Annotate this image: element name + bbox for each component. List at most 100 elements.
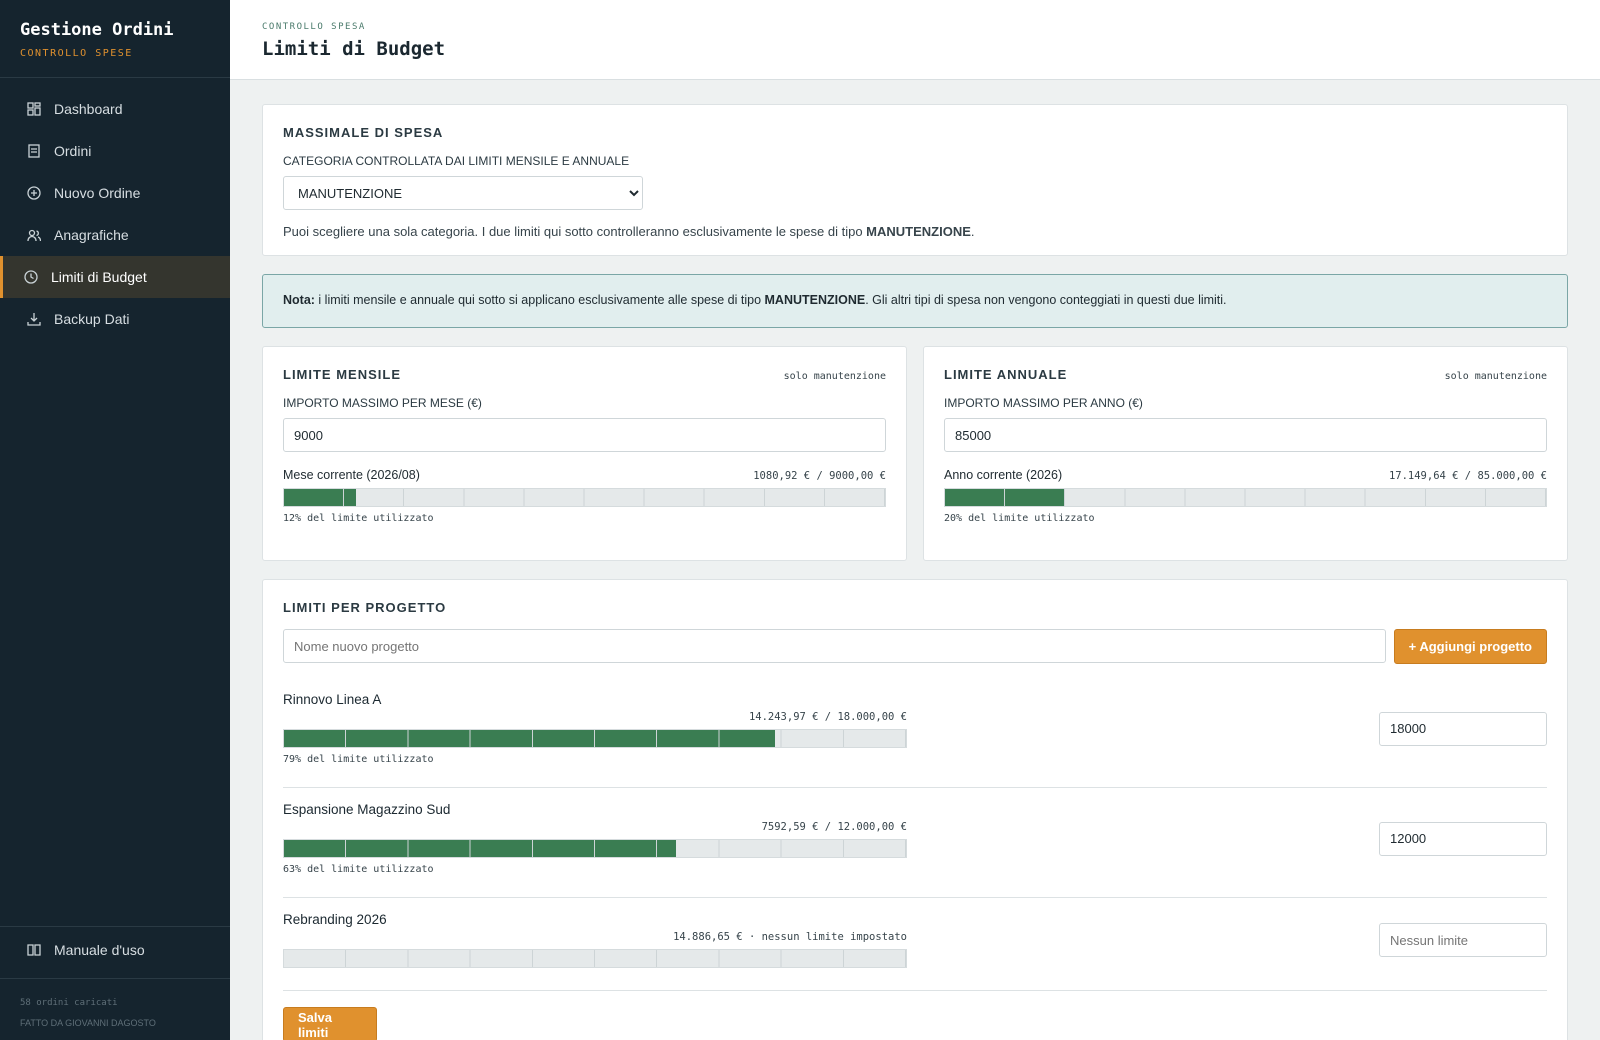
project-info: Rebranding 2026 14.886,65 € · nessun limi…	[283, 912, 907, 968]
card-title: LIMITE MENSILE	[283, 367, 401, 382]
header: CONTROLLO SPESA Limiti di Budget	[230, 0, 1600, 80]
nav-label: Limiti di Budget	[51, 269, 147, 285]
bar-segments	[284, 730, 906, 747]
credits: FATTO DA GIOVANNI DAGOSTO	[20, 1018, 156, 1028]
brand: Gestione Ordini CONTROLLO SPESE	[0, 0, 230, 78]
progress-bar	[944, 488, 1547, 507]
text: . Gli altri tipi di spesa non vengono co…	[865, 293, 1227, 307]
manual-label: Manuale d'uso	[54, 942, 145, 958]
app-subtitle: CONTROLLO SPESE	[20, 48, 133, 59]
tag: solo manutenzione	[783, 371, 886, 382]
period: Anno corrente (2026)	[944, 468, 1063, 482]
manual-section: Manuale d'uso	[0, 926, 230, 978]
limit-input[interactable]	[944, 418, 1547, 452]
nav-icon	[28, 144, 40, 158]
sidebar-footer: 58 ordini caricati FATTO DA GIOVANNI DAG…	[0, 978, 230, 1040]
text: i limiti mensile e annuale qui sotto si …	[314, 293, 765, 307]
project-limit-input[interactable]	[1379, 923, 1547, 957]
progress-bar	[283, 729, 907, 748]
add-project: + Aggiungi progetto	[283, 629, 1547, 664]
nav-item[interactable]: Dashboard	[0, 88, 230, 130]
text: Nota:	[283, 293, 315, 307]
amount: 14.886,65 € · nessun limite impostato	[673, 931, 907, 943]
amount: 17.149,64 € / 85.000,00 €	[1388, 470, 1547, 482]
amount: 14.243,97 € / 18.000,00 €	[748, 711, 907, 723]
note: Nota: i limiti mensile e annuale qui sot…	[262, 274, 1568, 328]
usage-label: 20% del limite utilizzato	[944, 513, 1095, 524]
progress-bar	[283, 488, 886, 507]
app-title: Gestione Ordini	[20, 20, 174, 40]
category-select[interactable]: MANUTENZIONE	[283, 176, 643, 210]
card-head: LIMITE MENSILE solo manutenzione	[283, 367, 886, 382]
period: Mese corrente (2026/08)	[283, 468, 420, 482]
text: .	[970, 224, 975, 239]
nav-icon	[27, 186, 41, 200]
usage-label: 12% del limite utilizzato	[283, 513, 434, 524]
progress-bar	[283, 839, 907, 858]
nav-item[interactable]: Backup Dati	[0, 298, 230, 340]
nav-label: Anagrafiche	[54, 227, 129, 243]
usage-head: Mese corrente (2026/08) 1080,92 € / 9000,…	[283, 468, 886, 482]
nav-item[interactable]: Anagrafiche	[0, 214, 230, 256]
help-text: Puoi scegliere una sola categoria. I due…	[283, 224, 1547, 239]
limits: LIMITE MENSILE solo manutenzione IMPORTO M…	[262, 346, 1568, 579]
nav-item[interactable]: Ordini	[0, 130, 230, 172]
projects-card: LIMITI PER PROGETTO + Aggiungi progetto …	[262, 579, 1568, 1040]
field-label: CATEGORIA CONTROLLATA DAI LIMITI MENSILE…	[283, 154, 630, 168]
project-info: Rinnovo Linea A 14.243,97 € / 18.000,00 €…	[283, 692, 907, 765]
text: MANUTENZIONE	[764, 293, 866, 307]
add-button[interactable]: + Aggiungi progetto	[1393, 629, 1547, 664]
project-row: Rinnovo Linea A 14.243,97 € / 18.000,00 €…	[283, 678, 1547, 788]
field-label: IMPORTO MASSIMO PER MESE (€)	[283, 396, 482, 410]
content: MASSIMALE DI SPESA CATEGORIA CONTROLLATA…	[262, 104, 1568, 1040]
bar-segments	[284, 840, 906, 857]
project-name: Rinnovo Linea A	[283, 692, 382, 707]
tag: solo manutenzione	[1444, 371, 1547, 382]
text: Puoi scegliere una sola categoria. I due…	[283, 224, 867, 239]
category-card: MASSIMALE DI SPESA CATEGORIA CONTROLLATA…	[262, 104, 1568, 256]
bar-segments	[945, 489, 1546, 506]
sidebar: Gestione Ordini CONTROLLO SPESE Dashboar…	[0, 0, 230, 1040]
bar-segments	[284, 950, 906, 967]
nav-icon	[27, 313, 41, 326]
nav-label: Backup Dati	[54, 311, 130, 327]
progress-bar	[283, 949, 907, 968]
project-name: Espansione Magazzino Sud	[283, 802, 451, 817]
nav-item[interactable]: Nuovo Ordine	[0, 172, 230, 214]
manual-link[interactable]: Manuale d'uso	[0, 927, 230, 973]
page-title: Limiti di Budget	[262, 38, 446, 60]
usage-label: 63% del limite utilizzato	[283, 864, 434, 875]
amount: 7592,59 € / 12.000,00 €	[761, 821, 907, 833]
card-title: MASSIMALE DI SPESA	[283, 125, 444, 140]
limit-card: LIMITE ANNUALE solo manutenzione IMPORTO M…	[923, 346, 1568, 561]
nav-label: Dashboard	[54, 101, 123, 117]
project-row: Rebranding 2026 14.886,65 € · nessun limi…	[283, 898, 1547, 991]
card-head: LIMITE ANNUALE solo manutenzione	[944, 367, 1547, 382]
eyebrow: CONTROLLO SPESA	[262, 22, 366, 32]
usage-head: Anno corrente (2026) 17.149,64 € / 85.000…	[944, 468, 1547, 482]
project-name: Rebranding 2026	[283, 912, 387, 927]
save-button[interactable]: Salva limiti	[283, 1007, 377, 1040]
project-list: Rinnovo Linea A 14.243,97 € / 18.000,00 €…	[283, 678, 1547, 991]
card-title: LIMITE ANNUALE	[944, 367, 1068, 382]
nav-icon	[24, 270, 38, 284]
project-name-input[interactable]	[283, 629, 1386, 663]
orders-count: 58 ordini caricati	[20, 998, 118, 1008]
nav: Dashboard Ordini Nuovo Ordine Anagrafiche Li…	[0, 88, 230, 340]
project-limit-input[interactable]	[1379, 711, 1547, 746]
limit-input[interactable]	[283, 418, 886, 452]
card-title: LIMITI PER PROGETTO	[283, 600, 447, 615]
nav-item[interactable]: Limiti di Budget	[0, 256, 230, 298]
nav-icon	[27, 102, 41, 116]
nav-icon	[27, 229, 41, 242]
project-row: Espansione Magazzino Sud 7592,59 € / 12.0…	[283, 788, 1547, 898]
project-limit-input[interactable]	[1379, 821, 1547, 856]
field-label: IMPORTO MASSIMO PER ANNO (€)	[944, 396, 1143, 410]
bar-segments	[284, 489, 885, 506]
usage-label: 79% del limite utilizzato	[283, 754, 434, 765]
nav-label: Ordini	[54, 143, 92, 159]
amount: 1080,92 € / 9000,00 €	[753, 470, 886, 482]
nav-label: Nuovo Ordine	[54, 185, 141, 201]
limit-card: LIMITE MENSILE solo manutenzione IMPORTO M…	[262, 346, 907, 561]
